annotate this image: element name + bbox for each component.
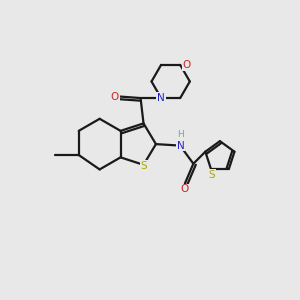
- Text: N: N: [177, 141, 184, 151]
- Text: O: O: [180, 184, 188, 194]
- Text: O: O: [111, 92, 119, 102]
- Text: H: H: [177, 130, 184, 139]
- Text: O: O: [183, 60, 191, 70]
- Text: S: S: [141, 161, 147, 171]
- Text: N: N: [157, 93, 165, 103]
- Text: S: S: [208, 170, 215, 180]
